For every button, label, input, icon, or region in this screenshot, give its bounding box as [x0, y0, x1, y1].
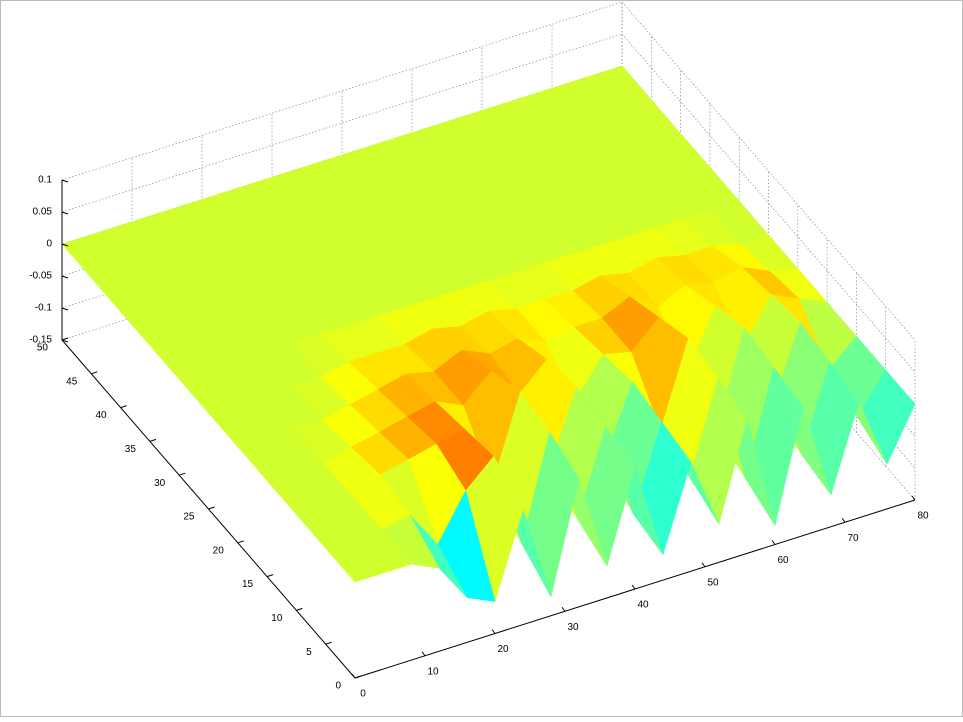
y-tick-label: 30	[154, 478, 166, 489]
z-tick	[61, 307, 69, 311]
grid-line	[621, 1, 916, 341]
x-tick-label: 50	[707, 577, 719, 588]
x-tick-label: 10	[427, 666, 439, 677]
x-tick-label: 0	[360, 689, 366, 700]
y-tick-label: 40	[95, 410, 107, 421]
x-tick	[491, 629, 496, 634]
x-tick-label: 30	[567, 622, 579, 633]
x-tick-label: 20	[497, 644, 509, 655]
x-tick-label: 80	[917, 511, 929, 522]
y-tick	[325, 641, 332, 645]
grid-line	[621, 33, 916, 373]
y-tick	[296, 607, 303, 611]
z-tick-label: -0.15	[29, 335, 52, 346]
y-tick	[61, 337, 69, 341]
y-tick-label: 25	[183, 512, 195, 523]
x-tick	[631, 584, 636, 590]
x-tick-label: 40	[637, 600, 649, 611]
y-tick-label: 50	[37, 343, 49, 354]
z-tick-label: 0.1	[38, 175, 52, 186]
x-tick	[841, 517, 846, 523]
z-tick	[61, 339, 69, 343]
x-tick	[351, 673, 356, 679]
x-tick	[561, 606, 566, 612]
z-tick-label: 0	[46, 239, 52, 250]
y-tick	[354, 675, 362, 679]
z-tick-label: -0.05	[29, 271, 52, 282]
y-tick	[179, 472, 186, 476]
x-tick	[421, 651, 426, 657]
z-tick	[61, 243, 69, 247]
x-tick-label: 70	[847, 533, 859, 544]
surface-patch	[325, 538, 384, 583]
x-tick	[701, 562, 706, 568]
y-tick-label: 35	[125, 444, 137, 455]
y-tick-label: 15	[242, 579, 254, 590]
x-tick	[911, 495, 916, 501]
z-tick	[61, 179, 69, 183]
y-tick	[237, 540, 244, 544]
x-tick	[771, 540, 776, 545]
y-tick	[208, 506, 215, 510]
y-tick	[266, 574, 274, 578]
z-tick-label: -0.1	[35, 303, 53, 314]
y-tick-label: 20	[213, 545, 225, 556]
y-tick-label: 10	[271, 613, 283, 624]
y-tick-label: 5	[306, 647, 312, 658]
x-tick-label: 60	[777, 555, 789, 566]
y-tick	[91, 371, 98, 375]
z-tick	[61, 275, 69, 279]
y-tick	[149, 438, 157, 442]
y-tick-label: 0	[335, 681, 341, 692]
z-tick-label: 0.05	[33, 207, 53, 218]
z-tick	[61, 211, 69, 215]
y-tick	[120, 405, 127, 409]
y-tick-label: 45	[66, 376, 78, 387]
